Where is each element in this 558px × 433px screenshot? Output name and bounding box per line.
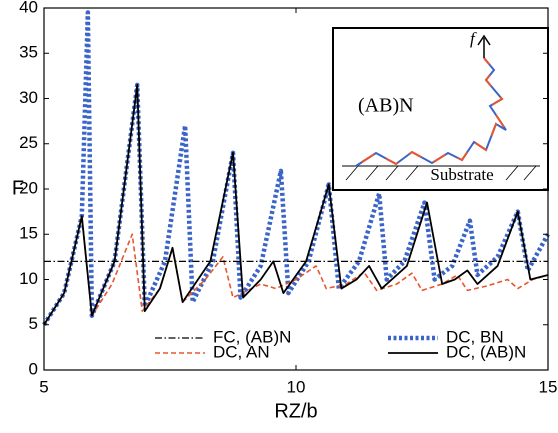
y-tick-label: 25: [19, 133, 38, 152]
legend-label: DC, AN: [213, 342, 270, 361]
inset-frame: [332, 27, 549, 191]
chain-label: (AB)N: [358, 95, 414, 117]
y-tick-label: 5: [29, 314, 38, 333]
x-tick-label: 15: [539, 377, 558, 396]
y-tick-label: 10: [19, 269, 38, 288]
series-line: [43, 84, 549, 326]
y-tick-label: 20: [19, 178, 38, 197]
y-axis-label: F: [12, 177, 24, 199]
force-label: f: [470, 29, 477, 48]
series-line: [42, 10, 550, 326]
plot-area: [42, 10, 550, 326]
y-tick-label: 0: [29, 359, 38, 378]
inset: f (AB)N Substrate: [332, 27, 549, 191]
series-line: [43, 215, 549, 326]
legend-label: DC, (AB)N: [446, 342, 526, 361]
legend-label: FC, (AB)N: [213, 327, 291, 346]
x-tick-label: 5: [39, 377, 48, 396]
x-axis-label: RZ/b: [274, 400, 317, 422]
y-tick-label: 15: [19, 224, 38, 243]
y-tick-label: 30: [19, 88, 38, 107]
y-tick-label: 35: [19, 43, 38, 62]
chain-red: [361, 57, 507, 166]
substrate-hatch: [345, 165, 537, 181]
substrate-label: Substrate: [430, 165, 493, 184]
x-tick-label: 10: [287, 377, 306, 396]
y-tick-label: 40: [19, 0, 38, 16]
force-arrowhead: [477, 34, 491, 46]
legend-label: DC, BN: [446, 327, 504, 346]
